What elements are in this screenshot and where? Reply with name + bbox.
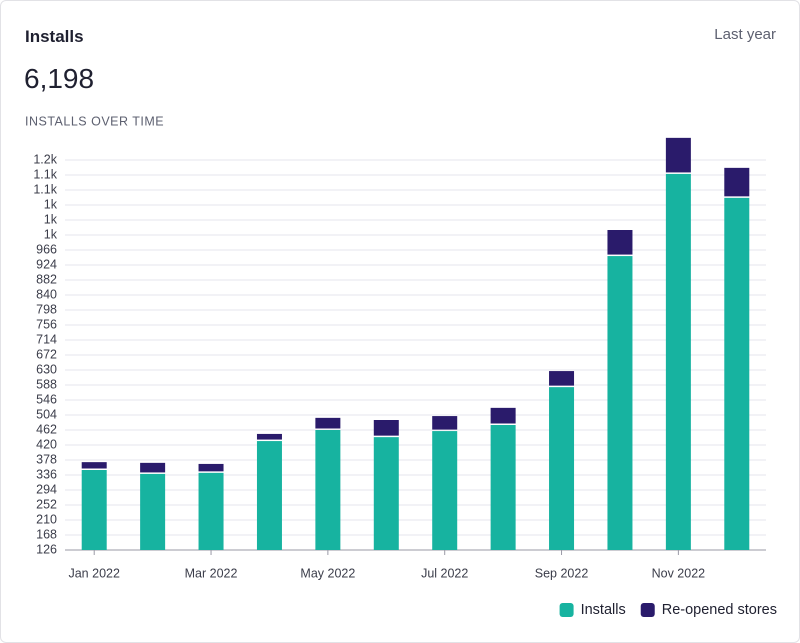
bar-segment xyxy=(665,173,691,550)
bar-segment xyxy=(256,441,282,550)
y-tick-label: 714 xyxy=(36,332,57,346)
y-tick-label: 630 xyxy=(36,362,57,376)
y-tick-label: 168 xyxy=(36,527,57,541)
y-tick-label: 1.2k xyxy=(33,152,57,166)
period[interactable]: Last year xyxy=(714,26,776,43)
bar-segment xyxy=(724,167,750,197)
card-title: Installs xyxy=(25,27,84,46)
bar-segment xyxy=(490,425,516,550)
y-tick-label: 504 xyxy=(36,407,57,421)
bar-segment xyxy=(549,387,575,550)
y-tick-label: 294 xyxy=(36,482,57,496)
y-tick-label: 420 xyxy=(36,437,57,451)
bar-segment xyxy=(315,430,341,550)
legend-swatch xyxy=(559,603,574,617)
y-tick-label: 1k xyxy=(44,227,58,241)
x-tick-label: Jan 2022 xyxy=(68,566,119,580)
y-tick-label: 756 xyxy=(36,317,57,331)
y-tick-label: 924 xyxy=(36,257,57,271)
bar-segment xyxy=(81,462,107,469)
bar-segment xyxy=(373,420,399,436)
y-tick-label: 840 xyxy=(36,287,57,301)
y-tick-label: 546 xyxy=(36,392,57,406)
bar-segment xyxy=(724,197,750,550)
bar-segment xyxy=(490,407,516,424)
y-tick-label: 462 xyxy=(36,422,57,436)
bar-segment xyxy=(373,437,399,550)
y-tick-label: 1.1k xyxy=(33,167,57,181)
chart-title: INSTALLS OVER TIME xyxy=(25,114,164,128)
y-tick-label: 210 xyxy=(36,512,57,526)
x-tick-label: Jul 2022 xyxy=(421,566,468,580)
y-tick-label: 882 xyxy=(36,272,57,286)
y-tick-label: 1k xyxy=(44,197,58,211)
y-tick-label: 1.1k xyxy=(33,182,57,196)
bar-segment xyxy=(607,256,633,550)
total: 6,198 xyxy=(24,63,95,94)
bar-segment xyxy=(256,433,282,440)
y-tick-label: 252 xyxy=(36,497,57,511)
bar-segment xyxy=(140,462,166,473)
bar-segment xyxy=(81,470,107,550)
x-tick-label: Nov 2022 xyxy=(652,566,706,580)
x-tick-label: Mar 2022 xyxy=(185,566,238,580)
bar-segment xyxy=(665,137,691,173)
y-tick-label: 672 xyxy=(36,347,57,361)
y-tick-label: 1k xyxy=(44,212,58,226)
legend-label: Re-opened stores xyxy=(662,602,777,618)
y-tick-label: 798 xyxy=(36,302,57,316)
legend-swatch xyxy=(640,603,655,617)
y-tick-label: 336 xyxy=(36,467,57,481)
bar-segment xyxy=(198,472,224,550)
y-tick-label: 588 xyxy=(36,377,57,391)
bar-segment xyxy=(198,463,224,472)
y-tick-label: 126 xyxy=(36,542,57,556)
x-tick-label: May 2022 xyxy=(300,566,355,580)
bar-segment xyxy=(549,371,575,386)
bar-segment xyxy=(432,416,458,430)
bar-segment xyxy=(607,230,633,255)
x-tick-label: Sep 2022 xyxy=(535,566,589,580)
bar-segment xyxy=(315,417,341,429)
y-tick-label: 966 xyxy=(36,242,57,256)
bar-segment xyxy=(432,431,458,550)
bar-segment xyxy=(140,473,166,550)
y-tick-label: 378 xyxy=(36,452,57,466)
legend-label: Installs xyxy=(581,602,626,618)
